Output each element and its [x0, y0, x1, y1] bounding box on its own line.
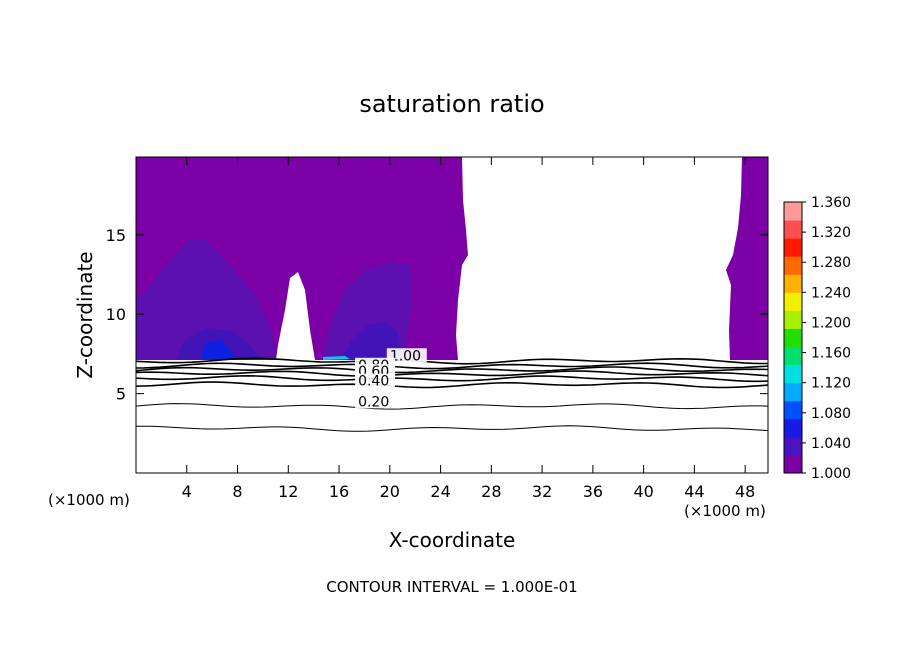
- x-axis-ticks: 4 8 12 16 20 24 28 32 36 40 44 48: [182, 157, 755, 501]
- x-axis-label: X-coordinate: [389, 528, 516, 552]
- x-tick-label: 8: [232, 482, 242, 501]
- colorbar-segment: [784, 292, 802, 311]
- colorbar-tick-label: 1.200: [811, 315, 851, 331]
- colorbar-tick-label: 1.080: [811, 406, 851, 422]
- colorbar-segment: [784, 418, 802, 438]
- colorbar-tick-label: 1.280: [811, 255, 851, 271]
- x-tick-label: 28: [481, 482, 501, 501]
- blue-patch: [200, 340, 236, 360]
- contour-line: [136, 381, 768, 389]
- x-unit-right: (×1000 m): [684, 502, 766, 520]
- contour-line: [136, 357, 768, 365]
- x-tick-label: 36: [583, 482, 603, 501]
- x-tick-label: 16: [329, 482, 349, 501]
- colorbar-segment: [784, 436, 802, 456]
- contour-label: 0.40: [358, 374, 389, 390]
- colorbar-tick-label: 1.240: [811, 285, 851, 301]
- contour-label: 1.00: [390, 348, 421, 364]
- x-tick-label: 24: [430, 482, 450, 501]
- colorbar-tick-label: 1.000: [811, 466, 851, 482]
- contour-line: [136, 362, 768, 370]
- y-tick-label: 5: [116, 385, 126, 404]
- contour-line: [136, 425, 768, 432]
- colorbar-segment: [784, 310, 802, 329]
- colorbar-segment: [784, 400, 802, 420]
- colorbar-tick-label: 1.160: [811, 346, 851, 362]
- contour-interval-note: CONTOUR INTERVAL = 1.000E-01: [326, 578, 577, 596]
- contour-line: [136, 403, 768, 410]
- colorbar-segment: [784, 328, 802, 348]
- colorbar: 1.360 1.320 1.280 1.240 1.200 1.160 1.120 1.080…: [783, 195, 851, 482]
- y-tick-label: 15: [106, 226, 126, 245]
- colorbar-frame: [783, 201, 803, 474]
- colorbar-segment: [784, 454, 802, 474]
- colorbar-segment: [784, 220, 802, 239]
- contour-lines: [136, 357, 768, 432]
- colorbar-segment: [784, 364, 802, 384]
- contour-line: [136, 370, 768, 377]
- contour-labels: 1.000.800.600.400.20: [355, 348, 427, 410]
- colorbar-segment: [784, 382, 802, 402]
- colorbar-tick-label: 1.320: [811, 225, 851, 241]
- colorbar-tick-label: 1.040: [811, 436, 851, 452]
- saturation-field-deep-left: [136, 238, 276, 360]
- contour-label: 0.20: [358, 394, 389, 410]
- colorbar-segment: [784, 202, 802, 221]
- x-tick-label: 4: [182, 482, 192, 501]
- cyan-patch: [323, 356, 350, 360]
- contour-line: [136, 374, 768, 383]
- title-group: saturation ratio: [359, 90, 544, 118]
- x-tick-label: 40: [633, 482, 653, 501]
- colorbar-segment: [784, 256, 802, 275]
- colorbar-tick-label: 1.120: [811, 376, 851, 392]
- x-tick-label: 12: [278, 482, 298, 501]
- colorbar-segment: [784, 238, 802, 257]
- contour-label-bg: [355, 394, 396, 409]
- colorbar-segment: [784, 274, 802, 293]
- y-axis-ticks: 5 10 15: [106, 226, 768, 404]
- x-tick-label: 32: [532, 482, 552, 501]
- chart-title: saturation ratio: [359, 90, 544, 118]
- contour-label-bg: [355, 373, 396, 388]
- x-tick-label: 48: [735, 482, 755, 501]
- saturation-field-right: [726, 157, 768, 360]
- plot-area: 1.000.800.600.400.20: [136, 157, 768, 473]
- contour-label-bg: [386, 348, 427, 363]
- colorbar-tick-label: 1.360: [811, 195, 851, 211]
- x-tick-label: 44: [684, 482, 704, 501]
- x-tick-label: 20: [380, 482, 400, 501]
- y-tick-label: 10: [106, 305, 126, 324]
- y-axis-label: Z-coordinate: [73, 251, 97, 378]
- colorbar-segment: [784, 346, 802, 366]
- x-unit-left: (×1000 m): [48, 491, 130, 509]
- contour-line: [136, 366, 768, 374]
- saturation-field-deeper-mid: [340, 322, 402, 360]
- plot-frame: [135, 156, 769, 474]
